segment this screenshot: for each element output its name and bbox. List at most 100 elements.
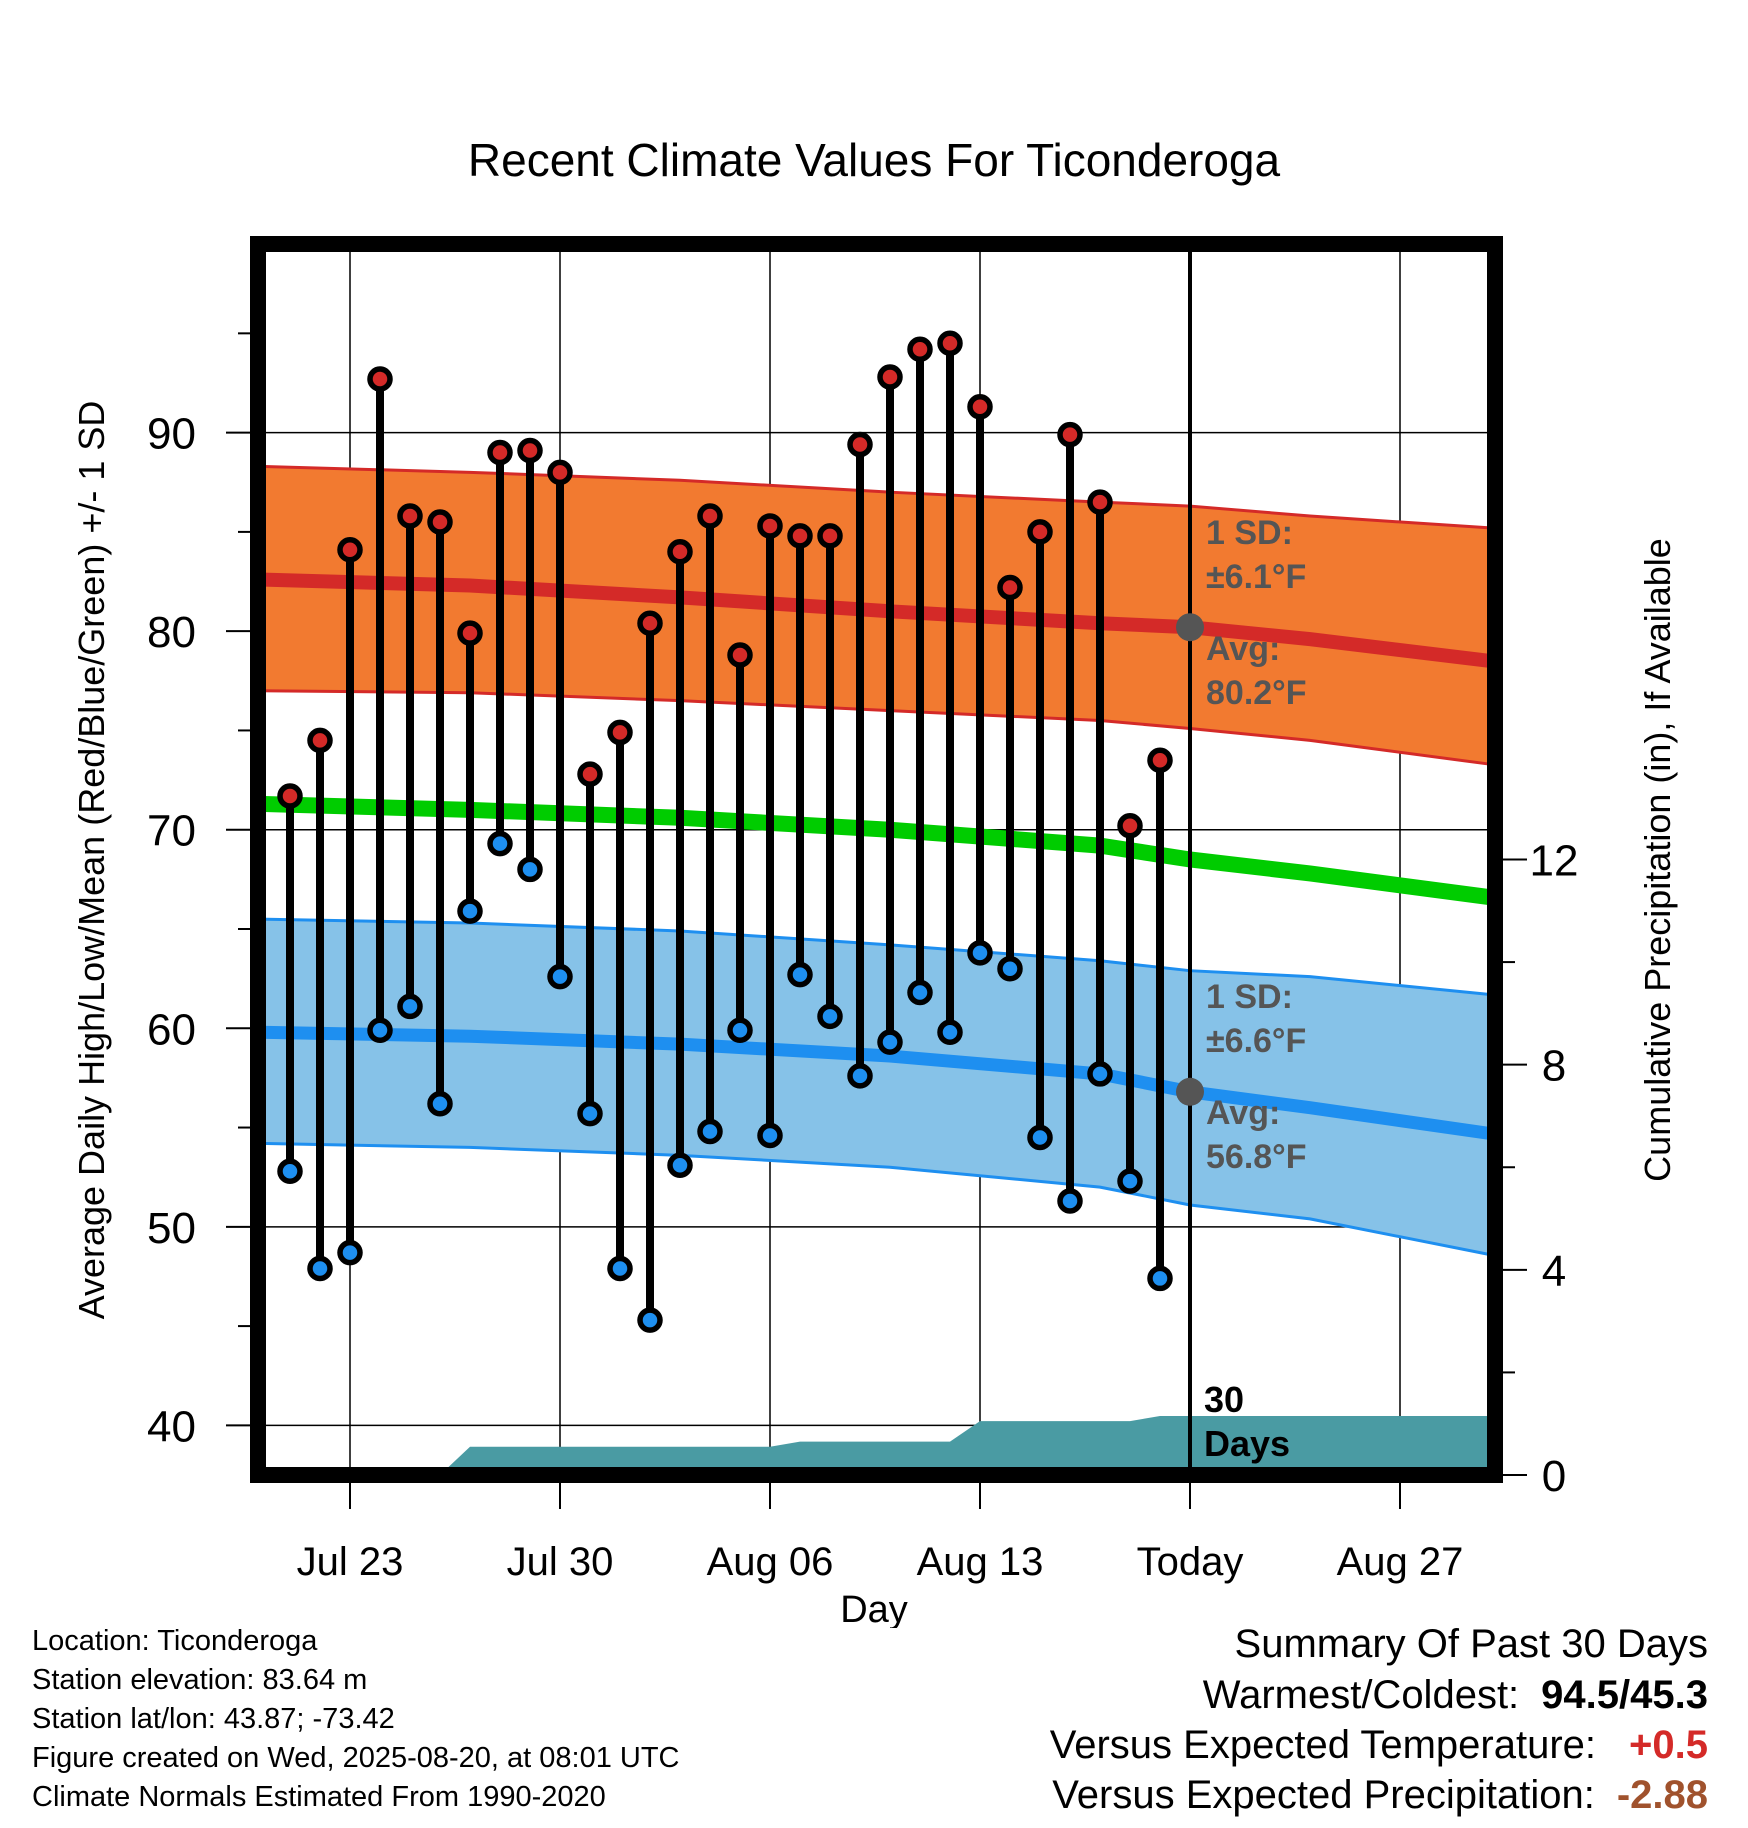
daily-low-point <box>1147 1265 1173 1292</box>
station-elevation: Station elevation: 83.64 m <box>32 1664 368 1696</box>
daily-low-point <box>847 1063 873 1089</box>
low-avg-value: 56.8°F <box>1206 1138 1307 1176</box>
y2-axis-label: Cumulative Precipitation (in), If Availa… <box>1637 538 1678 1182</box>
daily-high-point <box>487 439 513 466</box>
daily-low-point <box>727 1017 753 1044</box>
daily-high-point <box>907 336 933 362</box>
daily-dots <box>277 330 1173 1333</box>
daily-low-point <box>877 1029 903 1055</box>
plot-frame <box>250 236 1503 1483</box>
x-tick-label: Today <box>1137 1540 1244 1584</box>
y-tick-label: 80 <box>147 608 196 657</box>
daily-low-point <box>457 898 483 924</box>
y-tick-label: 60 <box>147 1005 196 1054</box>
daily-high-point <box>967 394 993 420</box>
normal-high-line <box>259 572 1491 668</box>
today-normal-low-marker <box>1176 1077 1204 1106</box>
normal-mean-line <box>259 795 1492 906</box>
daily-high-point <box>817 523 843 549</box>
x-tick-label: Aug 13 <box>917 1540 1044 1584</box>
x-tick-label: Jul 23 <box>297 1540 404 1584</box>
y-tick-label: 90 <box>147 410 196 459</box>
daily-high-point <box>1087 489 1113 515</box>
daily-low-point <box>1057 1188 1083 1214</box>
y2-tick-label: 4 <box>1542 1247 1566 1296</box>
normal-low-line <box>259 1025 1491 1140</box>
climate-chart: Recent Climate Values For Ticonderoga 30… <box>71 134 1678 1628</box>
daily-high-point <box>367 366 393 392</box>
daily-high-point <box>877 364 903 390</box>
today-marker: 30 Days <box>1188 244 1290 1475</box>
precip-cumulative-area <box>260 1416 1490 1475</box>
normal-annotations: 1 SD: ±6.1°F Avg: 80.2°F 1 SD: ±6.6°F Avg: 56.8… <box>1176 514 1307 1176</box>
station-location: Location: Ticonderoga <box>32 1625 318 1657</box>
daily-high-point <box>667 539 693 565</box>
daily-low-point <box>277 1158 303 1184</box>
low-sd-value: ±6.6°F <box>1206 1022 1306 1060</box>
daily-high-point <box>937 330 963 357</box>
today-normal-high-marker <box>1176 613 1204 642</box>
daily-high-point <box>997 574 1023 601</box>
temp-value: +0.5 <box>1629 1723 1708 1767</box>
daily-low-point <box>337 1239 363 1266</box>
plot-area: 30 Days 1 SD: ±6.1°F Avg: 80.2°F 1 SD: ±6.6°F A… <box>250 236 1503 1483</box>
high-avg-value: 80.2°F <box>1206 674 1307 712</box>
daily-low-point <box>517 856 543 883</box>
daily-low-point <box>427 1090 453 1117</box>
y-tick-label: 40 <box>147 1402 196 1451</box>
low-avg-label: Avg: <box>1206 1094 1280 1132</box>
daily-high-point <box>697 503 723 529</box>
daily-low-point <box>907 979 933 1006</box>
daily-high-point <box>787 523 813 549</box>
low-sd-band <box>260 919 1490 1255</box>
figure-created: Figure created on Wed, 2025-08-20, at 08… <box>32 1742 680 1774</box>
daily-high-point <box>847 431 873 458</box>
daily-high-point <box>727 642 753 668</box>
daily-high-point <box>307 727 333 754</box>
high-band-upper-edge <box>259 464 1491 530</box>
daily-low-point <box>757 1122 783 1149</box>
daily-low-point <box>1027 1124 1053 1151</box>
daily-low-point <box>397 993 423 1020</box>
daily-low-point <box>817 1003 843 1030</box>
climate-normals-note: Climate Normals Estimated From 1990-2020 <box>32 1781 606 1813</box>
warmest-value: 94.5/45.3 <box>1541 1673 1708 1717</box>
daily-low-point <box>547 963 573 990</box>
daily-high-point <box>607 719 633 746</box>
x-tick-label: Jul 30 <box>507 1540 614 1584</box>
daily-low-point <box>1087 1061 1113 1087</box>
y2-tick-label: 0 <box>1542 1452 1566 1501</box>
x-tick-label: Aug 27 <box>1337 1540 1464 1584</box>
summary-precip-row: Versus Expected Precipitation: -2.88 <box>1050 1770 1708 1820</box>
x-axis-label: Day <box>840 1589 908 1628</box>
daily-low-point <box>637 1307 663 1333</box>
warmest-label: Warmest/Coldest: <box>1202 1673 1520 1717</box>
y2-tick-label: 12 <box>1530 837 1579 886</box>
daily-high-point <box>427 509 453 535</box>
daily-low-point <box>307 1255 333 1282</box>
daily-low-point <box>487 830 513 857</box>
daily-high-point <box>1117 812 1143 839</box>
daily-low-point <box>787 961 813 988</box>
daily-low-point <box>607 1255 633 1282</box>
temp-label: Versus Expected Temperature: <box>1049 1723 1596 1767</box>
station-info: Location: Ticonderoga Station elevation:… <box>32 1622 680 1817</box>
y2-tick-label: 8 <box>1542 1042 1566 1091</box>
low-band-lower-edge <box>259 1141 1491 1257</box>
precip-value: -2.88 <box>1616 1773 1708 1817</box>
daily-high-point <box>517 437 543 464</box>
daily-range-bars <box>286 343 1164 1321</box>
y-tick-label: 50 <box>147 1204 196 1253</box>
axes: 40 50 60 70 80 90 0 4 8 12 Jul 23 Jul 30 Aug 06 Aug 1… <box>147 332 1579 1584</box>
daily-high-point <box>397 503 423 529</box>
high-sd-value: ±6.1°F <box>1206 558 1306 596</box>
summary-panel: Summary Of Past 30 Days Warmest/Coldest:… <box>1050 1618 1708 1820</box>
high-band-lower-edge <box>259 689 1491 766</box>
low-sd-label: 1 SD: <box>1206 978 1293 1016</box>
daily-low-point <box>367 1017 393 1044</box>
daily-high-point <box>577 761 603 787</box>
today-days-label: 30 Days <box>1204 1379 1290 1464</box>
daily-high-point <box>1147 747 1173 773</box>
daily-low-point <box>997 955 1023 982</box>
daily-high-point <box>547 459 573 486</box>
